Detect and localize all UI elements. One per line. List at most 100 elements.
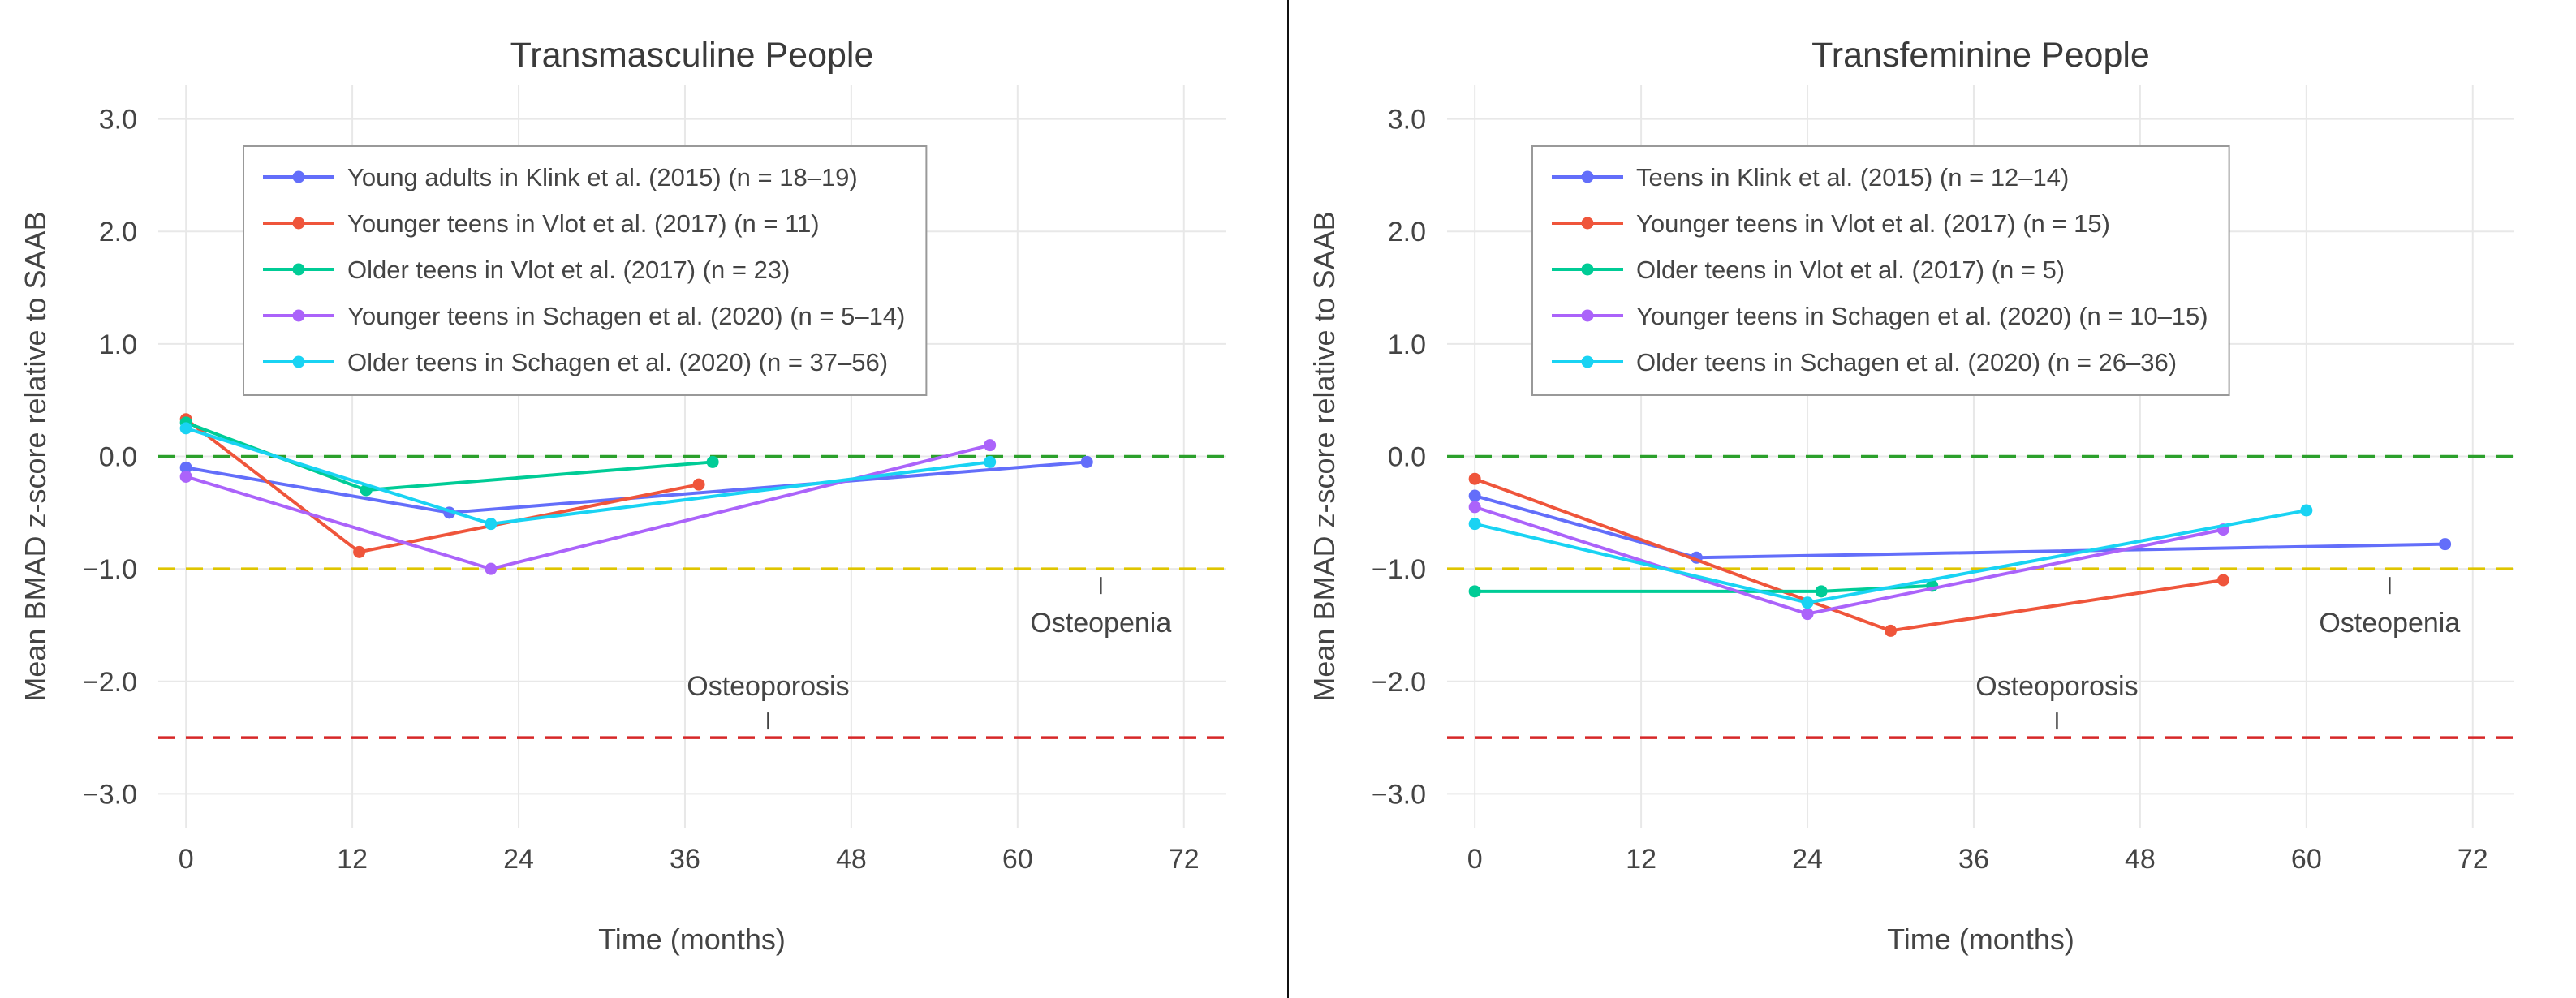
data-point bbox=[1080, 455, 1093, 468]
legend-label: Younger teens in Vlot et al. (2017) (n =… bbox=[1636, 209, 2110, 238]
data-point bbox=[1468, 501, 1481, 514]
y-tick-label: −2.0 bbox=[83, 667, 137, 698]
svg-text:Osteopenia: Osteopenia bbox=[1030, 608, 1171, 639]
data-point bbox=[2216, 574, 2229, 587]
legend-item-2[interactable]: Older teens in Vlot et al. (2017) (n = 5… bbox=[1552, 256, 2065, 284]
legend-marker bbox=[292, 309, 305, 322]
chart-title: Transmasculine People bbox=[510, 36, 874, 75]
data-point bbox=[353, 545, 366, 558]
data-point bbox=[485, 562, 498, 575]
x-tick-label: 48 bbox=[2125, 844, 2156, 875]
legend-marker bbox=[1581, 170, 1594, 183]
legend-label: Younger teens in Schagen et al. (2020) (… bbox=[347, 302, 905, 330]
x-tick-label: 36 bbox=[1958, 844, 1989, 875]
legend-box bbox=[243, 145, 928, 396]
legend-marker bbox=[292, 217, 305, 230]
x-tick-label: 0 bbox=[179, 844, 194, 875]
legend-box bbox=[1531, 145, 2230, 396]
data-point bbox=[984, 439, 997, 452]
legend-item-0[interactable]: Teens in Klink et al. (2015) (n = 12–14) bbox=[1552, 163, 2069, 191]
x-tick-label: 48 bbox=[836, 844, 867, 875]
y-tick-label: 2.0 bbox=[1388, 217, 1426, 247]
x-axis-title: Time (months) bbox=[598, 923, 786, 956]
legend-entries: Young adults in Klink et al. (2015) (n =… bbox=[263, 163, 905, 376]
data-point bbox=[706, 455, 719, 468]
legend-marker bbox=[292, 263, 305, 276]
x-tick-label: 24 bbox=[1792, 844, 1823, 875]
legend-marker bbox=[1581, 355, 1594, 368]
legend-label: Young adults in Klink et al. (2015) (n =… bbox=[347, 163, 858, 191]
legend-marker bbox=[1581, 309, 1594, 322]
y-tick-label: −2.0 bbox=[1372, 667, 1426, 698]
panel-divider bbox=[1287, 0, 1289, 998]
transfeminine-chart[interactable]: Osteopenia Osteoporosis 0 12 24 36 48 60 72 3.0 2.… bbox=[1289, 0, 2576, 998]
y-tick-label: −3.0 bbox=[83, 779, 137, 810]
svg-text:Osteoporosis: Osteoporosis bbox=[687, 671, 849, 702]
data-point bbox=[984, 455, 997, 468]
transfeminine-chart-panel: Osteopenia Osteoporosis 0 12 24 36 48 60 72 3.0 2.… bbox=[1289, 0, 2576, 998]
y-tick-label: 1.0 bbox=[1388, 329, 1426, 360]
legend-entries: Teens in Klink et al. (2015) (n = 12–14)… bbox=[1552, 163, 2208, 376]
y-tick-label: 0.0 bbox=[99, 442, 137, 473]
y-axis-title: Mean BMAD z-score relative to SAAB bbox=[1307, 211, 1341, 701]
y-tick-label: 0.0 bbox=[1388, 442, 1426, 473]
legend-item-3[interactable]: Younger teens in Schagen et al. (2020) (… bbox=[263, 302, 905, 330]
x-tick-label: 24 bbox=[503, 844, 534, 875]
annotation-osteopenia: Osteopenia bbox=[2319, 577, 2460, 639]
legend[interactable]: Teens in Klink et al. (2015) (n = 12–14)… bbox=[1531, 145, 2230, 396]
x-tick-label: 60 bbox=[2291, 844, 2322, 875]
legend-label: Younger teens in Schagen et al. (2020) (… bbox=[1636, 302, 2208, 330]
y-tick-label: −3.0 bbox=[1372, 779, 1426, 810]
data-point bbox=[2439, 538, 2452, 551]
legend-item-2[interactable]: Older teens in Vlot et al. (2017) (n = 2… bbox=[263, 256, 790, 284]
series-line-1 bbox=[1468, 472, 2229, 637]
legend-marker bbox=[1581, 217, 1594, 230]
x-tick-label: 36 bbox=[670, 844, 700, 875]
series-line-4 bbox=[1468, 504, 2313, 609]
data-point bbox=[1815, 585, 1828, 598]
y-tick-label: 1.0 bbox=[99, 329, 137, 360]
legend-item-4[interactable]: Older teens in Schagen et al. (2020) (n … bbox=[1552, 348, 2177, 376]
y-tick-label: 2.0 bbox=[99, 217, 137, 247]
series-line-3 bbox=[179, 439, 997, 575]
legend[interactable]: Young adults in Klink et al. (2015) (n =… bbox=[243, 145, 928, 396]
tick-labels: 0 12 24 36 48 60 72 3.0 2.0 1.0 0.0 −1.0 −2.0 −3.0 bbox=[83, 105, 1200, 875]
svg-text:Osteopenia: Osteopenia bbox=[2319, 608, 2460, 639]
data-point bbox=[485, 518, 498, 531]
legend-label: Younger teens in Vlot et al. (2017) (n =… bbox=[347, 209, 820, 238]
transmasculine-chart-panel: Osteopenia Osteoporosis 0 12 24 36 48 60 72 3.0 2.… bbox=[0, 0, 1287, 998]
legend-item-4[interactable]: Older teens in Schagen et al. (2020) (n … bbox=[263, 348, 888, 376]
data-point bbox=[1468, 489, 1481, 502]
x-tick-label: 0 bbox=[1467, 844, 1483, 875]
y-tick-label: −1.0 bbox=[1372, 554, 1426, 585]
legend-item-0[interactable]: Young adults in Klink et al. (2015) (n =… bbox=[263, 163, 858, 191]
legend-label: Older teens in Vlot et al. (2017) (n = 2… bbox=[347, 256, 790, 284]
svg-text:Osteoporosis: Osteoporosis bbox=[1975, 671, 2138, 702]
data-point bbox=[179, 461, 192, 474]
legend-label: Older teens in Schagen et al. (2020) (n … bbox=[1636, 348, 2177, 376]
data-point bbox=[179, 422, 192, 435]
data-point bbox=[2300, 504, 2313, 517]
data-point bbox=[1801, 608, 1814, 621]
x-tick-label: 72 bbox=[1169, 844, 1200, 875]
data-point bbox=[692, 478, 705, 491]
x-tick-label: 12 bbox=[1626, 844, 1656, 875]
annotation-osteoporosis: Osteoporosis bbox=[1975, 671, 2139, 730]
data-point bbox=[1801, 596, 1814, 609]
data-point bbox=[1468, 472, 1481, 485]
legend-item-1[interactable]: Younger teens in Vlot et al. (2017) (n =… bbox=[263, 209, 820, 238]
transmasculine-chart[interactable]: Osteopenia Osteoporosis 0 12 24 36 48 60 72 3.0 2.… bbox=[0, 0, 1287, 998]
data-point bbox=[1468, 518, 1481, 531]
x-tick-label: 12 bbox=[337, 844, 368, 875]
legend-item-1[interactable]: Younger teens in Vlot et al. (2017) (n =… bbox=[1552, 209, 2110, 238]
data-point bbox=[179, 470, 192, 483]
series-line-2 bbox=[1468, 579, 1939, 598]
series-line-4 bbox=[179, 422, 997, 531]
legend-item-3[interactable]: Younger teens in Schagen et al. (2020) (… bbox=[1552, 302, 2208, 330]
x-tick-label: 72 bbox=[2458, 844, 2488, 875]
data-point bbox=[1884, 624, 1897, 637]
data-point bbox=[1468, 585, 1481, 598]
tick-labels: 0 12 24 36 48 60 72 3.0 2.0 1.0 0.0 −1.0 −2.0 −3.0 bbox=[1372, 105, 2488, 875]
y-axis-title: Mean BMAD z-score relative to SAAB bbox=[19, 211, 52, 701]
